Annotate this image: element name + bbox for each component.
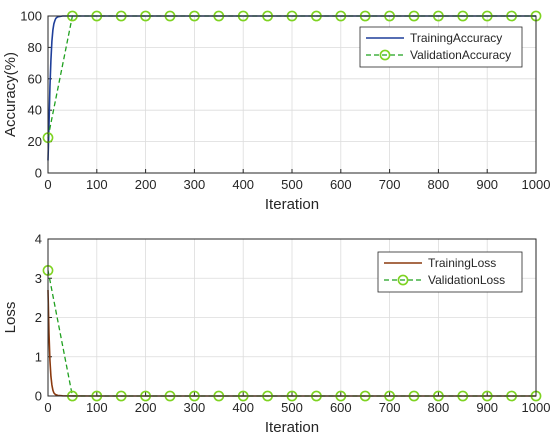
chart-1-xtick-label: 500 <box>281 177 303 192</box>
chart-2-ytick-label: 2 <box>35 310 42 325</box>
chart-2-xtick-label: 900 <box>476 400 498 415</box>
chart-1-ytick-label: 40 <box>28 103 42 118</box>
chart-1-yaxis-label: Accuracy(%) <box>2 52 19 137</box>
chart-2-ytick-label: 0 <box>35 389 42 404</box>
chart-1-ytick-label: 60 <box>28 71 42 86</box>
chart-2-axes-box <box>47 238 537 397</box>
chart-2-xtick-label: 1000 <box>522 400 550 415</box>
chart-2-xtick-label: 800 <box>428 400 450 415</box>
chart-2-xtick-label: 400 <box>232 400 254 415</box>
chart-2-group: 0 100 200 300 400 500 600 700 800 900 1000 0 1 2 3 4 Ite… <box>2 232 550 437</box>
chart-2-ytick-label: 3 <box>35 271 42 286</box>
chart-2-xtick-label: 0 <box>44 400 51 415</box>
chart-2-yaxis-label: Loss <box>2 302 19 334</box>
chart-2-ytick-label: 1 <box>35 349 42 364</box>
chart-1-xtick-label: 0 <box>44 177 51 192</box>
chart-1-xtick-label: 700 <box>379 177 401 192</box>
chart-1-ytick-label: 80 <box>28 40 42 55</box>
chart-2-xtick-label: 300 <box>184 400 206 415</box>
chart-1-ytick-label: 20 <box>28 134 42 149</box>
chart-1-axes-box <box>47 15 537 174</box>
chart-1-legend-1-label: TrainingAccuracy <box>410 31 502 45</box>
chart-2-legend-1-label: TrainingLoss <box>428 256 496 270</box>
chart-2-xaxis-label: Iteration <box>265 419 319 436</box>
chart-2-legend-2-marker <box>397 274 409 286</box>
chart-1-legend-2-marker <box>379 49 391 61</box>
chart-2-legend-2-label: ValidationLoss <box>428 273 505 287</box>
chart-2-xtick-label: 700 <box>379 400 401 415</box>
chart-1-xtick-label: 400 <box>232 177 254 192</box>
chart-1-legend-2-label: ValidationAccuracy <box>410 48 511 62</box>
chart-1-group: 0 100 200 300 400 500 600 700 800 900 1000 0 20 40 60 8… <box>2 9 550 214</box>
chart-1-xtick-label: 900 <box>476 177 498 192</box>
chart-2-xtick-label: 200 <box>135 400 157 415</box>
chart-2-xtick-label: 600 <box>330 400 352 415</box>
chart-1-xtick-label: 100 <box>86 177 108 192</box>
chart-1-xtick-label: 800 <box>428 177 450 192</box>
chart-1-xtick-label: 300 <box>184 177 206 192</box>
chart-2-ytick-label: 4 <box>35 232 42 247</box>
chart-1-ytick-label: 0 <box>35 166 42 181</box>
chart-1-xaxis-label: Iteration <box>265 196 319 213</box>
chart-2-xtick-label: 100 <box>86 400 108 415</box>
chart-1-xtick-label: 1000 <box>522 177 550 192</box>
chart-1-xtick-label: 200 <box>135 177 157 192</box>
chart-1-ytick-label: 100 <box>20 9 42 24</box>
chart-1-legend-box <box>359 26 523 68</box>
chart-1-xtick-label: 600 <box>330 177 352 192</box>
chart-2-legend-box <box>377 251 523 293</box>
chart-2-xtick-label: 500 <box>281 400 303 415</box>
